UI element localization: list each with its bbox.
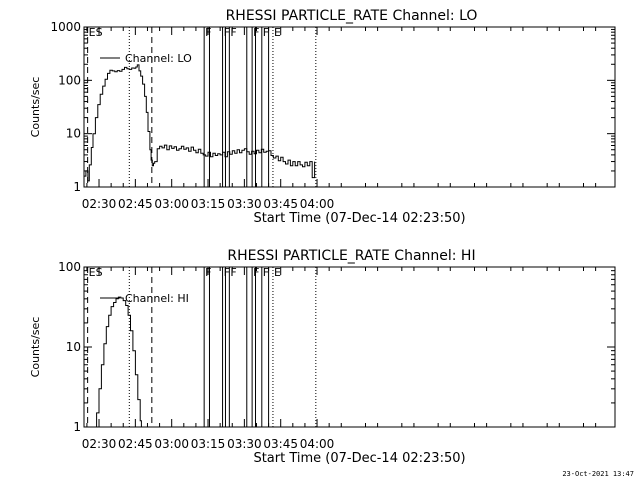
panel1-ytick-label: 1000: [50, 20, 81, 34]
panel1-series-line: [84, 64, 316, 182]
panel2-legend-label: Channel: HI: [125, 292, 189, 305]
panel1-event-marker-label: F: [230, 26, 236, 39]
panel2-xtick-label: 03:30: [227, 437, 262, 451]
panel1-ytick-label: 100: [58, 73, 81, 87]
panel1-ylabel: Counts/sec: [29, 77, 42, 138]
panel2-xlabel: Start Time (07-Dec-14 02:23:50): [253, 451, 465, 466]
panel2-event-marker-label: F: [253, 266, 259, 279]
panel1-event-marker-label: ES: [89, 26, 103, 39]
panel1-event-marker-label: F: [253, 26, 259, 39]
panel1-legend-label: Channel: LO: [125, 52, 192, 65]
panel2-xtick-label: 03:15: [191, 437, 226, 451]
panel1-xlabel: Start Time (07-Dec-14 02:23:50): [253, 211, 465, 226]
panel1-xtick-label: 03:15: [191, 197, 226, 211]
panel2-event-marker-label: F: [205, 266, 211, 279]
panel2-xtick-label: 02:45: [118, 437, 153, 451]
panel1-xtick-label: 03:00: [154, 197, 189, 211]
footer-timestamp: 23-Oct-2021 13:47: [562, 470, 634, 478]
panel2-xtick-label: 03:00: [154, 437, 189, 451]
panel2-event-marker-label: F: [263, 266, 269, 279]
panel2-xtick-label: 02:30: [82, 437, 117, 451]
panel1-xtick-label: 02:45: [118, 197, 153, 211]
panel1-plot-frame: [83, 26, 616, 188]
panel1-ytick-label: 1: [73, 180, 81, 194]
panel2-ytick-label: 10: [66, 340, 81, 354]
panel1-event-marker-label: E: [274, 26, 281, 39]
panel1-event-marker-label: F: [263, 26, 269, 39]
panel1-xtick-label: 02:30: [82, 197, 117, 211]
panel1-xtick-label: 03:30: [227, 197, 262, 211]
panel1-ytick-label: 10: [66, 127, 81, 141]
panel2-ytick-label: 1: [73, 420, 81, 434]
panel2-xtick-label: 03:45: [263, 437, 298, 451]
panel2-series-line: [94, 296, 142, 428]
panel2-event-marker-label: F: [230, 266, 236, 279]
panel1-title: RHESSI PARTICLE_RATE Channel: LO: [226, 8, 478, 24]
panel1-xtick-label: 04:00: [300, 197, 335, 211]
panel1-xtick-label: 03:45: [263, 197, 298, 211]
panel2-event-marker-label: ES: [89, 266, 103, 279]
panel2-event-marker-label: F: [224, 266, 230, 279]
panel2-title: RHESSI PARTICLE_RATE Channel: HI: [227, 248, 475, 264]
panel2-ylabel: Counts/sec: [29, 317, 42, 378]
panel2-plot-frame: [83, 266, 616, 428]
panel1-event-marker-label: F: [224, 26, 230, 39]
panel2-event-marker-label: E: [274, 266, 281, 279]
panel2-xtick-label: 04:00: [300, 437, 335, 451]
panel2-ytick-label: 100: [58, 260, 81, 274]
panel1-event-marker-label: F: [205, 26, 211, 39]
